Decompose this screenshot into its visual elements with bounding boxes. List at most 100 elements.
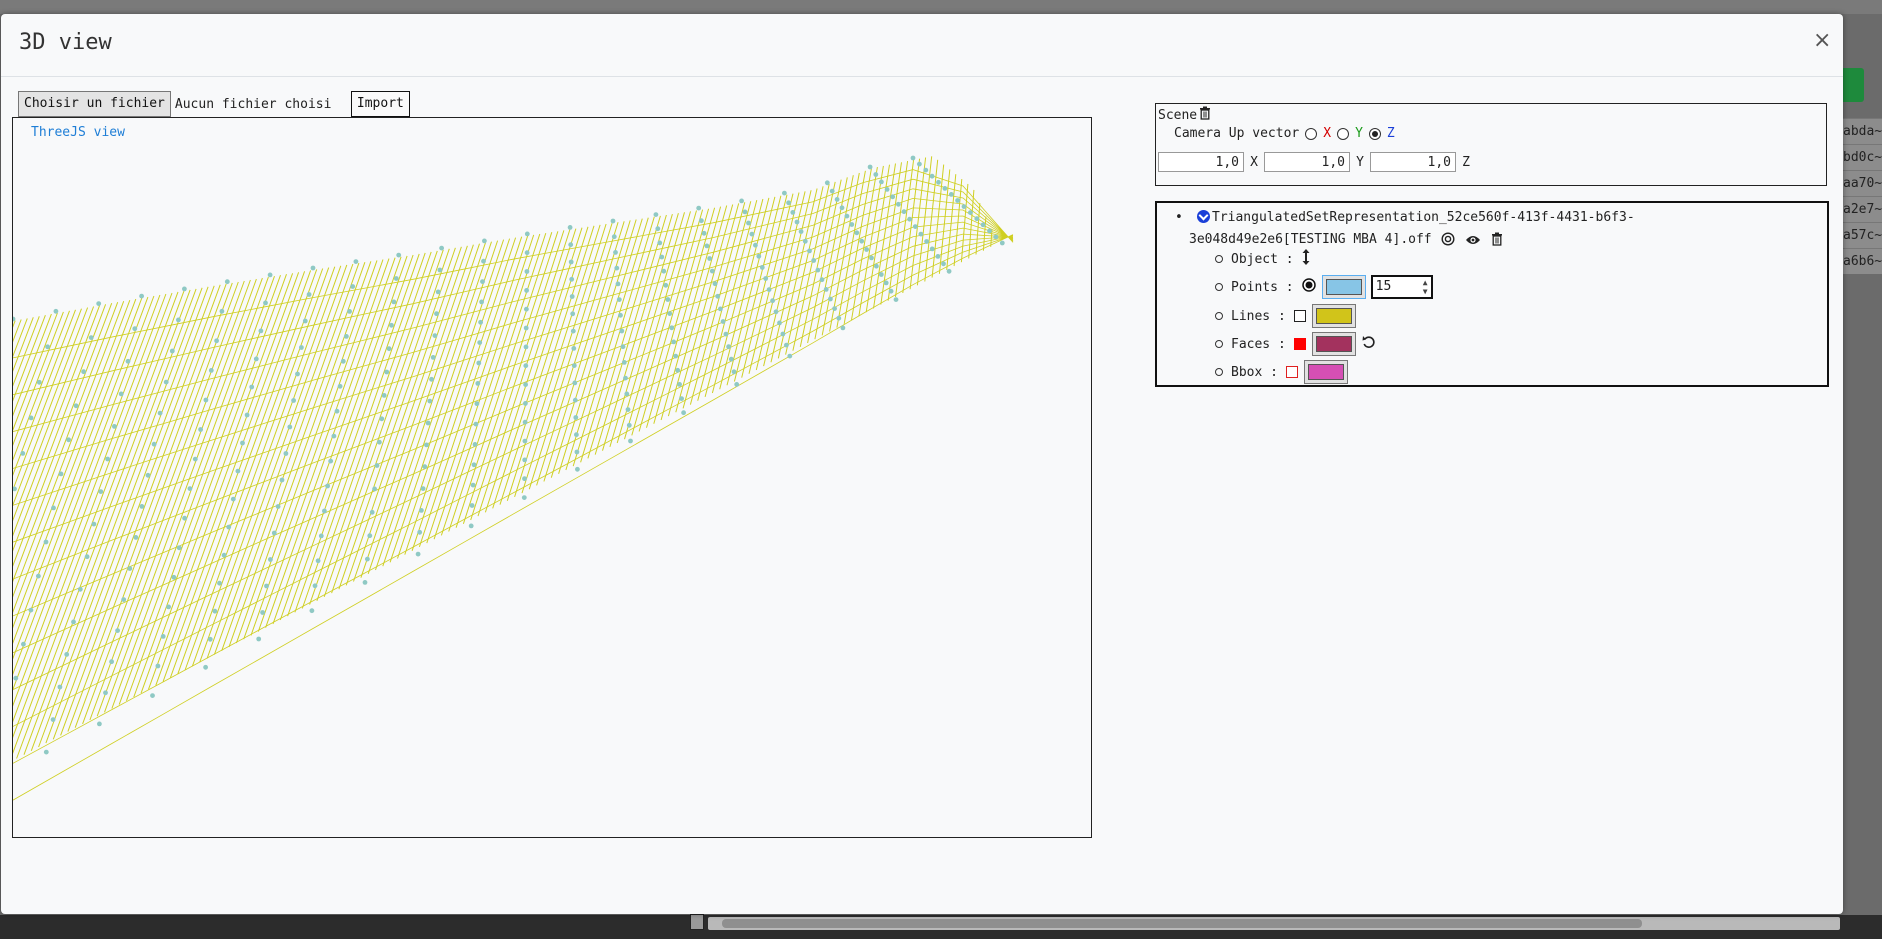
faces-color-picker[interactable]	[1311, 332, 1356, 356]
mesh-point	[212, 608, 218, 614]
lines-color-picker[interactable]	[1311, 304, 1356, 328]
vector-x-input[interactable]: 1,0	[1158, 152, 1244, 172]
mesh-point	[614, 265, 620, 271]
points-size-value: 15	[1375, 279, 1392, 294]
mesh-point	[315, 558, 321, 564]
bbox-color-picker[interactable]	[1303, 360, 1348, 384]
threejs-viewport[interactable]: ThreeJS view	[12, 117, 1092, 838]
mesh-point	[901, 209, 907, 215]
mesh-point	[396, 252, 402, 258]
scroll-left-handle[interactable]	[690, 914, 704, 930]
mesh-point	[127, 566, 133, 571]
mesh-point	[28, 415, 34, 421]
mesh-point	[57, 684, 63, 690]
camera-up-x-radio[interactable]	[1305, 127, 1318, 140]
mesh-point	[169, 348, 175, 354]
mesh-point	[240, 440, 245, 446]
vertical-arrows-icon[interactable]	[1302, 249, 1310, 269]
camera-up-y-radio[interactable]	[1337, 127, 1350, 140]
points-size-input[interactable]: 15 ▲ ▼	[1370, 275, 1433, 299]
mesh-point	[155, 663, 161, 669]
mesh-point	[13, 486, 17, 492]
bbox-color-swatch	[1307, 364, 1344, 380]
mesh-point	[66, 437, 71, 443]
mesh-point	[624, 391, 630, 397]
mesh-point	[777, 320, 782, 326]
mesh-point	[961, 204, 967, 209]
trash-icon[interactable]	[1199, 106, 1211, 124]
bbox-prop-row: Bbox :	[1215, 360, 1348, 384]
mesh-point	[291, 398, 296, 403]
mesh-point	[575, 466, 580, 472]
mesh-point	[864, 247, 869, 252]
mesh-point	[524, 231, 530, 237]
mesh-lines	[13, 156, 1014, 801]
choose-file-button[interactable]: Choisir un fichier	[18, 91, 171, 117]
horizontal-scrollbar-thumb[interactable]	[722, 919, 1642, 928]
chevron-down-icon[interactable]	[1197, 210, 1210, 223]
mesh-point	[182, 286, 187, 292]
camera-up-z-radio[interactable]	[1368, 127, 1381, 140]
mesh-point	[45, 344, 50, 350]
mesh-point	[472, 442, 478, 447]
vector-z-input[interactable]: 1,0	[1370, 152, 1456, 172]
mesh-point	[574, 449, 580, 455]
mesh-point	[98, 489, 104, 494]
target-icon[interactable]	[1441, 232, 1455, 254]
faces-checkbox[interactable]	[1293, 338, 1306, 350]
background-list-item: abda~	[1843, 118, 1882, 144]
mesh-point	[766, 287, 772, 292]
mesh-point	[879, 179, 884, 185]
mesh-point	[524, 269, 530, 274]
mesh-point	[309, 608, 315, 614]
vector-y-input[interactable]: 1,0	[1264, 152, 1350, 172]
mesh-point	[115, 628, 120, 633]
mesh-render[interactable]	[13, 118, 1091, 837]
spinner-arrows-icon[interactable]: ▲ ▼	[1422, 278, 1428, 296]
mesh-point	[429, 376, 434, 382]
mesh-point	[415, 551, 421, 557]
mesh-point	[384, 369, 390, 375]
import-button[interactable]: Import	[350, 91, 410, 117]
mesh-point	[256, 636, 262, 642]
mesh-point	[419, 508, 424, 513]
mesh-point	[621, 360, 627, 365]
camera-up-label: Camera Up vector	[1174, 126, 1300, 141]
bullet-icon	[1215, 283, 1223, 291]
mesh-point	[667, 311, 673, 316]
eye-icon[interactable]	[1465, 232, 1481, 254]
lines-checkbox[interactable]	[1293, 310, 1306, 322]
mesh-point	[139, 504, 145, 509]
close-button[interactable]: ×	[1813, 28, 1832, 53]
mesh-point	[203, 397, 209, 403]
points-radio-icon[interactable]	[1301, 278, 1316, 296]
mesh-point	[873, 172, 879, 177]
mesh-point	[681, 410, 686, 416]
mesh-point	[43, 749, 49, 755]
mesh-point	[720, 319, 726, 324]
up-vector-row: 1,0 X 1,0 Y 1,0 Z	[1158, 152, 1476, 172]
mesh-point	[334, 408, 340, 414]
mesh-point	[77, 586, 83, 592]
mesh-point	[139, 293, 144, 299]
mesh-point	[391, 299, 397, 305]
mesh-point	[53, 308, 59, 314]
mesh-point	[13, 675, 19, 681]
mesh-point	[832, 306, 837, 311]
mesh-point	[121, 597, 127, 602]
mesh-point	[302, 318, 308, 324]
mesh-point	[244, 412, 250, 418]
undo-icon[interactable]	[1362, 335, 1376, 353]
mesh-point	[268, 557, 273, 562]
mesh-point	[367, 533, 373, 539]
mesh-point	[420, 486, 426, 491]
mesh-point	[214, 338, 220, 344]
points-color-picker[interactable]	[1321, 275, 1366, 299]
mesh-point	[787, 353, 793, 359]
bbox-checkbox[interactable]	[1285, 366, 1298, 378]
mesh-point	[770, 298, 775, 304]
trash-icon[interactable]	[1491, 232, 1503, 254]
mesh-point	[422, 464, 428, 470]
mesh-point	[473, 421, 479, 427]
mesh-point	[948, 192, 954, 197]
